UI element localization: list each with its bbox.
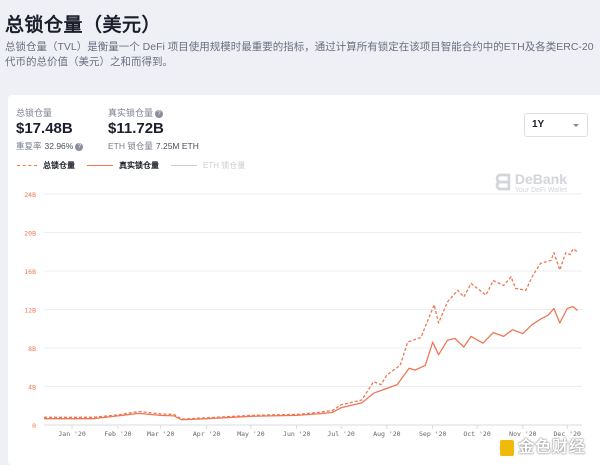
debank-tagline: Your DeFi Wallet <box>514 186 567 194</box>
duplicate-rate-value: 32.96% <box>44 141 74 151</box>
total-tvl-line <box>44 248 578 420</box>
debank-watermark: ᗺ DeBank Your DeFi Wallet <box>495 170 567 196</box>
real-tvl-label: 真实锁仓量 <box>108 108 154 118</box>
solid-line-swatch <box>87 165 113 166</box>
x-tick-label: Jun '20 <box>283 430 310 438</box>
real-tvl-stat: 真实锁仓量? $11.72B ETH 锁仓量 7.25M ETH <box>108 106 199 152</box>
x-tick-label: Jul '20 <box>327 430 354 438</box>
y-tick-label: 0 <box>32 422 36 430</box>
total-tvl-stat: 总锁仓量 $17.48B 重复率 32.96%? <box>16 106 84 152</box>
jinse-logo-icon <box>500 440 514 456</box>
x-tick-label: Apr '20 <box>193 430 220 438</box>
jinse-watermark: 金色财经 <box>500 439 586 457</box>
legend-item-eth[interactable]: ETH 锁仓量 <box>171 160 245 171</box>
chevron-down-icon <box>573 124 579 127</box>
eth-locked-value: 7.25M ETH <box>155 141 199 151</box>
dashed-line-swatch <box>17 165 37 166</box>
time-range-select[interactable]: 1Y <box>524 113 588 137</box>
x-tick-label: Nov '20 <box>509 430 536 438</box>
real-tvl-line <box>44 305 579 421</box>
chart-legend: 总锁仓量 真实锁仓量 ETH 锁仓量 <box>17 160 245 171</box>
x-tick-label: Jan '20 <box>58 430 85 438</box>
legend-label: 真实锁仓量 <box>119 161 159 170</box>
y-tick-label: 20B <box>24 230 36 238</box>
total-tvl-value: $17.48B <box>16 120 73 137</box>
help-icon[interactable]: ? <box>75 142 84 151</box>
y-tick-label: 8B <box>28 345 36 353</box>
debank-logo-icon: ᗺ <box>495 170 511 195</box>
page-title: 总锁仓量（美元） <box>5 15 162 36</box>
y-tick-label: 12B <box>24 307 36 315</box>
x-tick-label: May '20 <box>237 430 264 438</box>
x-tick-label: Dec '20 <box>554 430 581 438</box>
page-description: 总锁仓量（TVL）是衡量一个 DeFi 项目使用规模时最重要的指标，通过计算所有… <box>5 41 594 68</box>
x-tick-label: Aug '20 <box>373 430 400 438</box>
x-tick-label: Feb '20 <box>104 430 131 438</box>
jinse-text: 金色财经 <box>518 439 587 456</box>
y-tick-label: 16B <box>24 268 36 276</box>
legend-item-real[interactable]: 真实锁仓量 <box>87 160 159 171</box>
x-tick-label: Sep '20 <box>419 430 446 438</box>
tvl-line-chart: 0 4B 8B 12B 16B 20B 24B Jan '20 Feb '20 Mar '20 Ap… <box>24 191 582 438</box>
legend-label: 总锁仓量 <box>43 161 75 170</box>
legend-item-total[interactable]: 总锁仓量 <box>17 160 75 171</box>
x-tick-label: Mar '20 <box>147 430 174 438</box>
y-tick-label: 4B <box>28 384 36 392</box>
help-icon[interactable]: ? <box>155 109 164 118</box>
debank-name: DeBank <box>514 170 568 187</box>
chart-card <box>8 95 600 465</box>
solid-line-swatch <box>171 165 197 166</box>
legend-label: ETH 锁仓量 <box>203 161 246 170</box>
time-range-value: 1Y <box>532 119 545 130</box>
real-tvl-value: $11.72B <box>108 120 164 137</box>
total-tvl-label: 总锁仓量 <box>16 108 53 118</box>
y-tick-label: 24B <box>24 191 36 199</box>
x-tick-label: Oct '20 <box>463 430 490 438</box>
eth-locked-label: ETH 锁仓量 <box>108 141 153 151</box>
duplicate-rate-label: 重复率 <box>16 141 42 151</box>
